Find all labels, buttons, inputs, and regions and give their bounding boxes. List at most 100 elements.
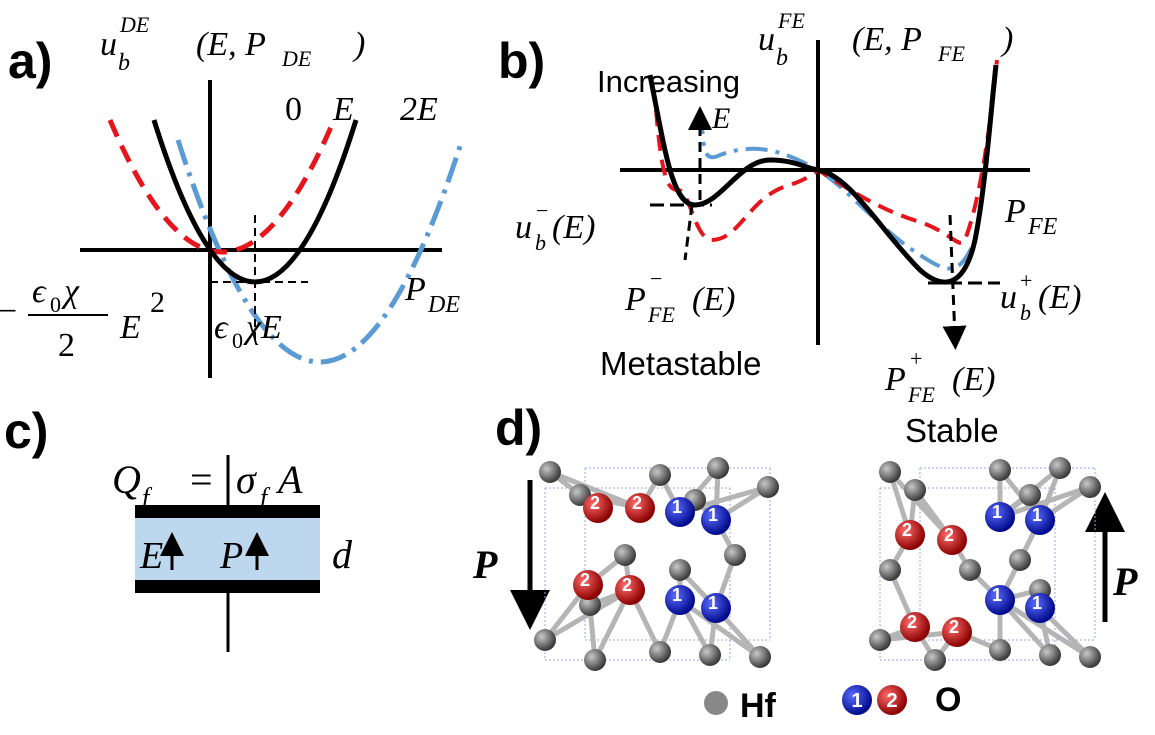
energy-sup: −: [536, 198, 548, 223]
atom-label: 1: [1032, 593, 1042, 613]
hf-atom: [1049, 457, 1071, 479]
o-atom: [665, 497, 695, 527]
atom-label: 1: [992, 502, 1002, 522]
panel-a: a) u b DE (E, P DE ) 0 E 2E P DE − ϵ 0 χ…: [0, 12, 465, 378]
numerator-rest: χ: [61, 273, 80, 310]
factor-sup: 2: [150, 286, 165, 319]
hf-atom: [989, 639, 1011, 661]
plate: [135, 580, 320, 593]
polarization-label: P: [624, 281, 646, 318]
hf-atom: [649, 464, 671, 486]
y-label-sub: b: [118, 50, 130, 76]
curve-label: 2E: [400, 91, 438, 128]
atom-label: 2: [944, 525, 954, 545]
o-atom: [937, 525, 967, 555]
polarization-right: P: [1112, 559, 1138, 604]
panel-label: c): [4, 403, 48, 459]
hf-atom: [669, 559, 691, 581]
atom-label: 1: [992, 585, 1002, 605]
polarization-sup: −: [650, 266, 662, 291]
panel-label: a): [8, 33, 52, 89]
charge-sigma: σ: [236, 457, 257, 502]
hf-atom: [879, 461, 901, 483]
charge-sub: f: [142, 483, 153, 512]
curve-2e: [175, 139, 465, 365]
charge-sigma-sub: f: [260, 483, 271, 512]
panel-c: c) Q f = σ f A E P d: [4, 403, 353, 652]
x-label-sub: FE: [1027, 214, 1058, 240]
o-atom: [942, 617, 972, 647]
hf-atom: [959, 559, 981, 581]
min-position-sub: 0: [232, 328, 243, 353]
charge-area: A: [275, 457, 303, 502]
y-label-args-sub: FE: [937, 41, 965, 66]
legend-label: Hf: [740, 687, 777, 725]
atom-label: 1: [672, 585, 682, 605]
hf-atom: [699, 644, 721, 666]
o-atom: [625, 493, 655, 523]
hf-atom: [879, 559, 901, 581]
hf-atom: [649, 641, 671, 663]
o-atom: [701, 593, 731, 623]
curve-2e: [698, 69, 997, 271]
x-label: P: [404, 271, 426, 308]
hf-atom: [584, 649, 606, 671]
atom-label: 2: [590, 493, 600, 513]
hf-atom: [757, 476, 779, 498]
sign: −: [0, 293, 17, 330]
bond: [678, 597, 762, 660]
panel-b: b) u b FE (E, P FE ) Increasing E u b − …: [498, 8, 1081, 449]
y-label: u: [100, 26, 117, 63]
hf-atom: [707, 457, 729, 479]
hf-atom: [904, 479, 926, 501]
curve-0: [654, 59, 999, 245]
hf-atom: [614, 544, 636, 566]
o-atom: [1025, 593, 1055, 623]
o-atom: [665, 585, 695, 615]
atom-label: 2: [632, 493, 642, 513]
metastable-label: Metastable: [600, 345, 761, 382]
y-label-args: (E, P: [196, 26, 266, 63]
hf-atom: [1079, 476, 1101, 498]
energy-label: u: [1000, 279, 1017, 316]
factor: E: [119, 309, 141, 346]
curve-0: [107, 119, 337, 255]
hf-atom: [1019, 484, 1041, 506]
y-label-close: ): [352, 26, 365, 63]
o-atom: [1025, 505, 1055, 535]
y-label-sub: b: [776, 45, 788, 71]
atom-label: 1: [708, 593, 718, 613]
legend-label: O: [935, 681, 961, 719]
legend-hf: [704, 691, 728, 715]
y-label-close: ): [1000, 21, 1013, 58]
polarization-left: P: [472, 542, 498, 587]
o-atom: [701, 505, 731, 535]
curve-label: E: [332, 91, 354, 128]
charge-eq: =: [190, 457, 213, 502]
polarization-sup: +: [910, 346, 922, 371]
y-label-sup: FE: [777, 8, 805, 33]
atom-label: 1: [708, 505, 718, 525]
arrow-label: Increasing: [597, 64, 740, 99]
arrow: [942, 214, 967, 350]
o-atom: [900, 612, 930, 642]
numerator: ϵ: [32, 273, 47, 310]
hf-atom: [534, 629, 556, 651]
atom-label: 2: [949, 617, 959, 637]
thickness-label: d: [332, 532, 353, 577]
field-label: E: [139, 535, 163, 577]
o-atom: [895, 520, 925, 550]
polarization-label: P: [219, 535, 243, 577]
atom-label: 2: [622, 575, 632, 595]
legend-atom-label: 1: [851, 690, 862, 712]
y-label-args: (E, P: [852, 21, 922, 58]
o-atom: [615, 575, 645, 605]
energy-args: (E): [1038, 279, 1081, 316]
polarization-sub: FE: [647, 302, 675, 327]
energy-args: (E): [552, 209, 595, 246]
stable-label: Stable: [905, 412, 999, 449]
x-label: P: [1004, 193, 1026, 230]
legend-o: [842, 685, 872, 715]
hf-atom: [1079, 646, 1101, 668]
